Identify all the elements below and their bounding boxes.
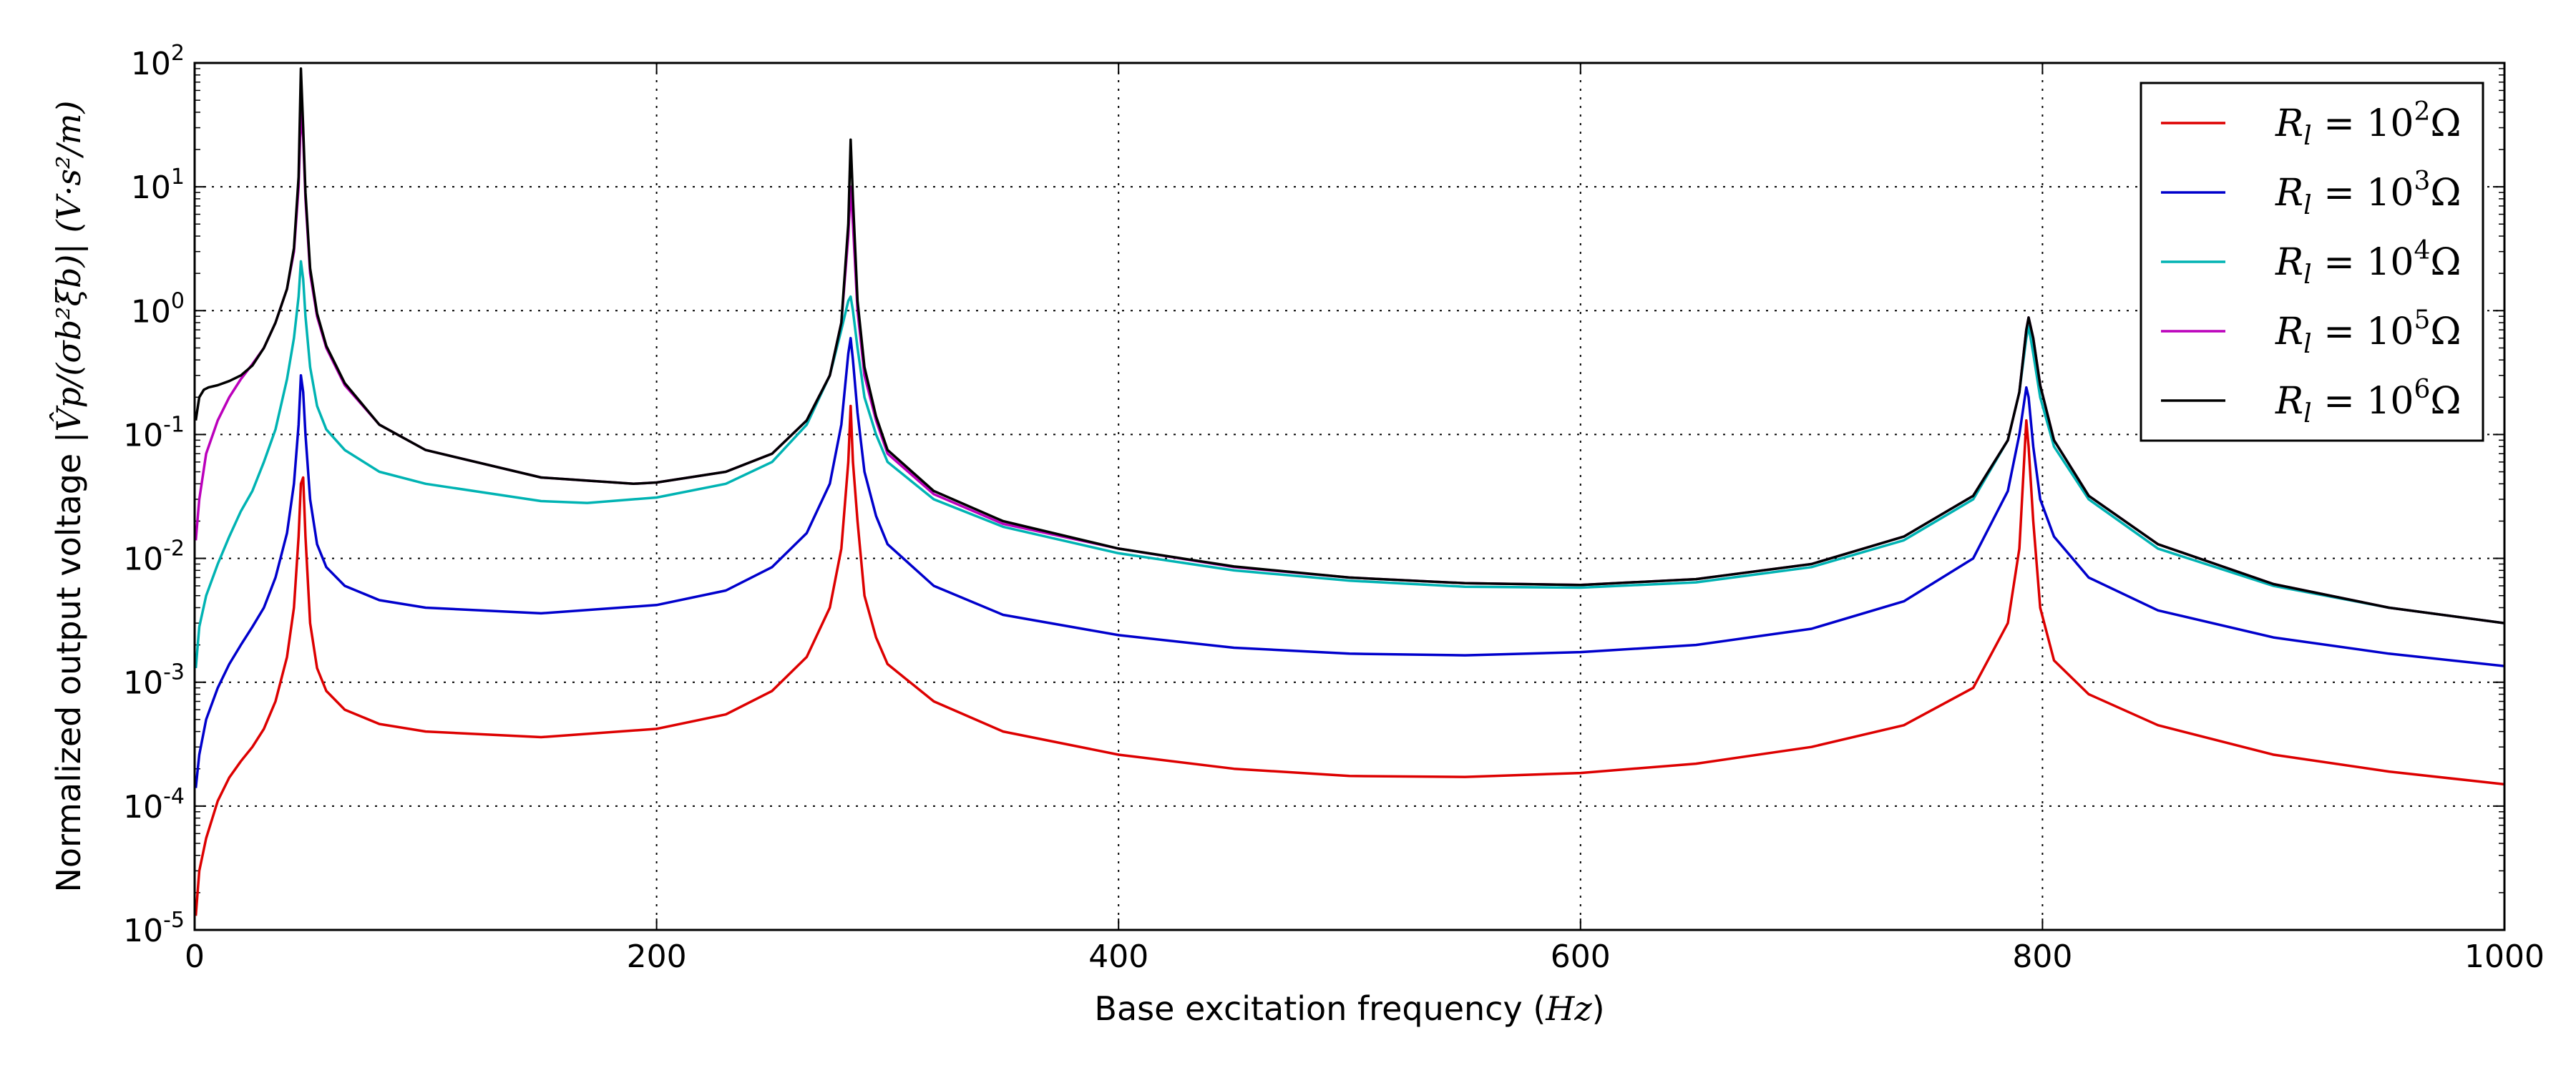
legend-label: Rl = 105Ω [2275,305,2462,359]
x-tick-labels: 0 200 400 600 800 1000 [185,939,2545,975]
y-tick-label: 10-4 [123,784,185,825]
series-line-5 [195,67,2504,624]
legend-label: Rl = 103Ω [2275,167,2462,220]
x-tick-label: 1000 [2464,939,2545,975]
series-line-1 [195,404,2504,916]
y-tick-label: 102 [131,41,185,82]
x-tick-label: 200 [627,939,687,975]
x-tick-label: 400 [1088,939,1148,975]
y-tick-label: 100 [131,288,185,330]
legend-label: Rl = 102Ω [2275,97,2462,151]
legend: Rl = 102Ω Rl = 103Ω Rl = 104Ω Rl = 105Ω Rl =… [2140,82,2484,442]
legend-label: Rl = 106Ω [2275,375,2462,428]
legend-label: Rl = 104Ω [2275,236,2462,290]
y-tick-labels: 10-5 10-4 10-3 10-2 10-1 100 101 102 [123,41,185,949]
series-layer [195,67,2504,916]
grid [195,63,2504,930]
x-tick-label: 600 [1551,939,1611,975]
y-tick-label: 10-5 [123,908,185,949]
series-line-2 [195,336,2504,788]
x-tick-label: 800 [2012,939,2072,975]
x-axis-label: Base excitation frequency (Hz) [1094,989,1604,1028]
x-tick-label: 0 [185,939,205,975]
y-tick-label: 10-2 [123,536,185,578]
y-tick-label: 10-1 [123,412,185,454]
y-tick-label: 101 [131,165,185,206]
plot-frame [193,62,2506,931]
y-axis-label: Normalized output voltage |V̂p/(σb²ξb)| … [49,101,88,893]
y-tick-label: 10-3 [123,660,185,702]
